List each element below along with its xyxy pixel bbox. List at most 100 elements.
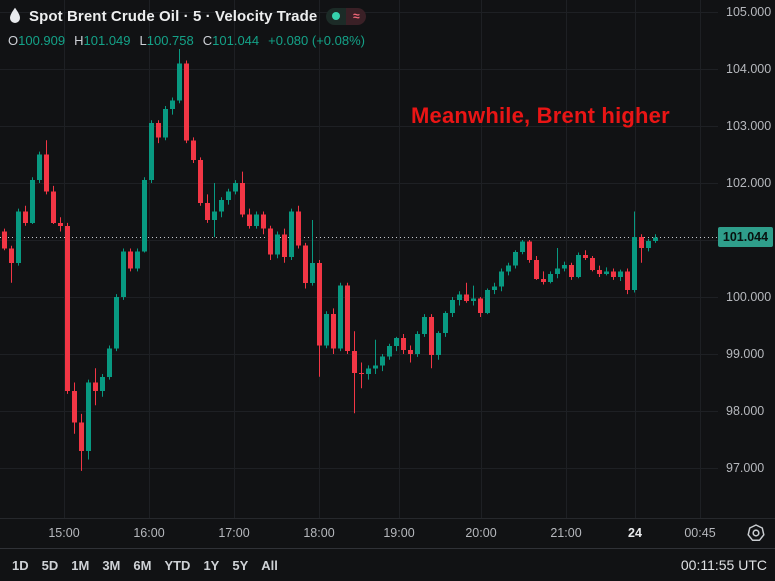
- candle-body: [632, 237, 637, 291]
- candle-body: [135, 251, 140, 269]
- candle-body: [177, 63, 182, 101]
- candle-body: [275, 234, 280, 255]
- symbol-title: Spot Brent Crude Oil · 5 · Velocity Trad…: [29, 7, 318, 25]
- range-button-1m[interactable]: 1M: [71, 557, 90, 573]
- candle-body: [100, 376, 105, 392]
- candle-body: [219, 200, 224, 212]
- candle-body: [597, 270, 602, 275]
- candle-body: [527, 241, 532, 260]
- candle-body: [58, 222, 63, 226]
- approx-equals-icon: ≈: [346, 7, 367, 25]
- candle-body: [562, 265, 567, 269]
- candle-body: [499, 271, 504, 287]
- candle-body: [289, 211, 294, 258]
- candle-body: [226, 191, 231, 201]
- price-axis-label: 100.000: [726, 290, 772, 304]
- candle-body: [583, 254, 588, 259]
- candle-body: [324, 314, 329, 346]
- range-button-1y[interactable]: 1Y: [203, 557, 220, 573]
- candle-body: [429, 316, 434, 356]
- candle-body: [548, 274, 553, 283]
- price-axis-label: 105.000: [726, 5, 772, 19]
- candle-body: [16, 211, 21, 263]
- candle-body: [541, 278, 546, 283]
- candle-body: [639, 237, 644, 248]
- price-axis-label: 97.000: [726, 461, 765, 475]
- range-button-1d[interactable]: 1D: [12, 557, 29, 573]
- candle-body: [9, 248, 14, 263]
- candle-body: [443, 312, 448, 333]
- time-axis[interactable]: 15:00 16:00 17:00 18:00 19:00 20:00 21:00 24 00:…: [0, 518, 775, 548]
- open-label: O: [8, 33, 19, 48]
- time-axis-label: 00:45: [684, 526, 716, 540]
- candle-body: [114, 297, 119, 349]
- range-button-5y[interactable]: 5Y: [232, 557, 249, 573]
- candle-body: [653, 237, 658, 242]
- candle-body: [93, 382, 98, 392]
- candle-body: [422, 316, 427, 335]
- candle-body: [156, 123, 161, 138]
- range-button-3m[interactable]: 3M: [102, 557, 121, 573]
- candle-body: [611, 271, 616, 278]
- time-axis-label: 15:00: [48, 526, 80, 540]
- range-button-ytd[interactable]: YTD: [164, 557, 191, 573]
- range-selector: 1D 5D 1M 3M 6M YTD 1Y 5Y All: [0, 558, 278, 573]
- time-axis-label: 16:00: [133, 526, 165, 540]
- candle-body: [72, 391, 77, 423]
- candle-body: [555, 268, 560, 275]
- candle-body: [387, 346, 392, 357]
- candle-body: [352, 351, 357, 373]
- time-axis-label: 20:00: [465, 526, 497, 540]
- ohlc-readout: O100.909 H101.049 L100.758 C101.044 +0.0…: [8, 33, 366, 48]
- candle-body: [590, 258, 595, 271]
- candle-body: [2, 231, 7, 249]
- candle-body: [492, 286, 497, 291]
- candlestick-chart[interactable]: [0, 0, 718, 518]
- candle-body: [338, 285, 343, 349]
- candle-body: [184, 63, 189, 141]
- chart-annotation-text: Meanwhile, Brent higher: [411, 103, 670, 128]
- candle-body: [646, 241, 651, 248]
- candle-body: [604, 271, 609, 275]
- candle-body: [359, 372, 364, 374]
- candle-body: [121, 251, 126, 297]
- range-button-all[interactable]: All: [261, 557, 278, 573]
- candle-body: [450, 299, 455, 313]
- price-axis-label: 104.000: [726, 62, 772, 76]
- candle-body: [268, 228, 273, 255]
- timezone-clock[interactable]: 00:11:55 UTC: [680, 557, 767, 573]
- heptagon-eye-logo-icon[interactable]: [746, 523, 766, 543]
- candle-body: [576, 254, 581, 278]
- candle-body: [65, 225, 70, 392]
- candle-body: [37, 154, 42, 181]
- candle-body: [282, 234, 287, 258]
- time-axis-label: 21:00: [550, 526, 582, 540]
- low-value: 100.758: [146, 33, 194, 48]
- bottom-toolbar: 1D 5D 1M 3M 6M YTD 1Y 5Y All 00:11:55 UTC: [0, 548, 775, 581]
- candle-body: [233, 183, 238, 192]
- candle-body: [618, 271, 623, 278]
- candle-body: [408, 350, 413, 354]
- candle-body: [415, 334, 420, 354]
- range-button-5d[interactable]: 5D: [41, 557, 59, 573]
- candle-body: [478, 298, 483, 313]
- candle-body: [625, 271, 630, 291]
- time-axis-label: 17:00: [218, 526, 250, 540]
- market-status-toggle[interactable]: ≈: [326, 7, 367, 25]
- price-axis-label: 103.000: [726, 119, 772, 133]
- candle-body: [107, 348, 112, 377]
- chart-plot-area[interactable]: Spot Brent Crude Oil · 5 · Velocity Trad…: [0, 0, 718, 518]
- candle-body: [296, 211, 301, 246]
- candle-body: [205, 202, 210, 221]
- range-button-6m[interactable]: 6M: [133, 557, 152, 573]
- candle-body: [464, 294, 469, 301]
- time-axis-label: 18:00: [303, 526, 335, 540]
- open-value: 100.909: [18, 33, 66, 48]
- time-axis-label: 24: [628, 526, 642, 540]
- price-axis[interactable]: 101.044 105.000104.000103.000102.000101.…: [718, 0, 775, 518]
- candle-body: [128, 251, 133, 269]
- symbol-title-row: Spot Brent Crude Oil · 5 · Velocity Trad…: [8, 5, 367, 27]
- candle-body: [86, 382, 91, 451]
- candle-body: [149, 123, 154, 181]
- candle-body: [436, 332, 441, 356]
